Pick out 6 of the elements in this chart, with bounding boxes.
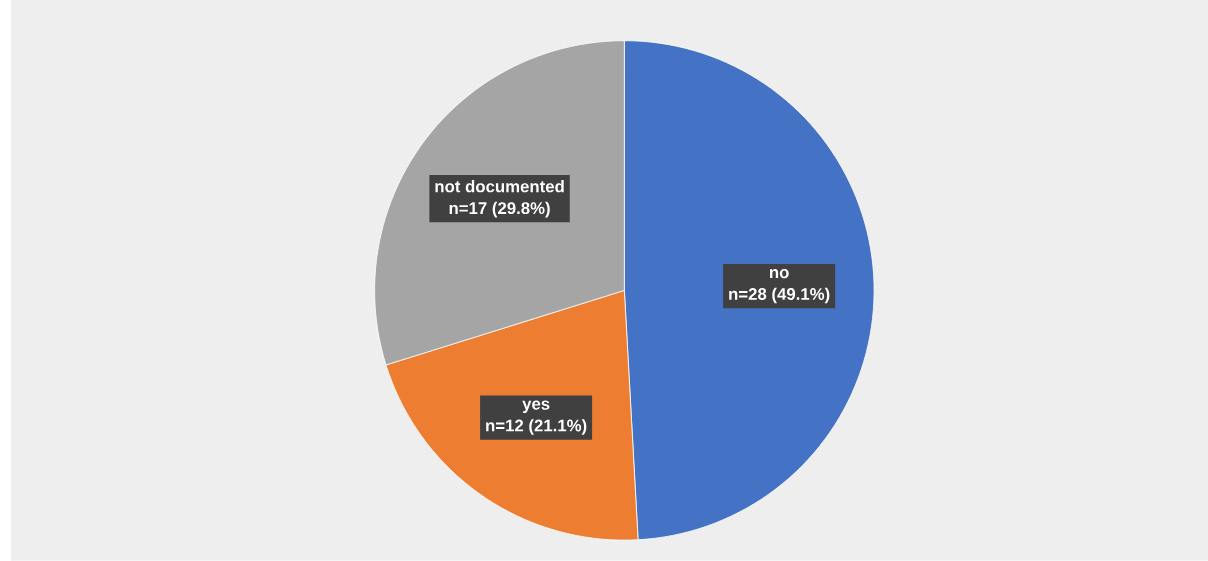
data-label: n=28 (49.1%) (729, 287, 830, 304)
slice-label: not documented (435, 180, 564, 193)
data-label: n=12 (21.1%) (486, 419, 587, 435)
slice-label: no (769, 269, 789, 279)
data-label: n=17 (29.8%) (449, 201, 550, 218)
slice-label: yes (522, 400, 550, 414)
